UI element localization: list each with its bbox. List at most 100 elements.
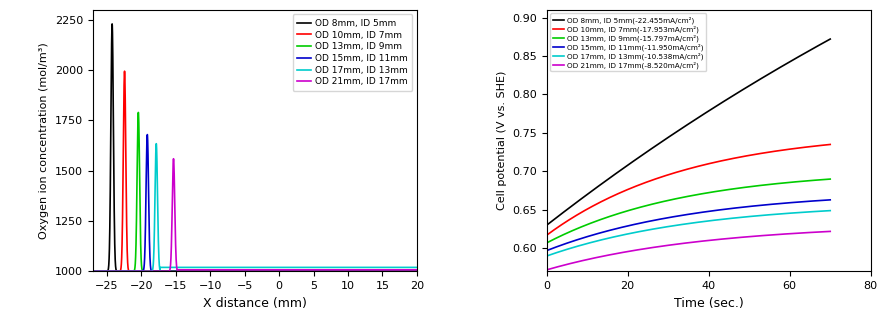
OD 10mm, ID 7mm(-17.953mA/cm²)	[825, 143, 835, 146]
OD 13mm, ID 9mm	[330, 269, 340, 273]
OD 15mm, ID 11mm	[211, 269, 222, 273]
OD 10mm, ID 7mm	[147, 269, 157, 273]
OD 21mm, ID 17mm	[299, 268, 309, 272]
OD 8mm, ID 5mm(-22.455mA/cm²)	[818, 41, 828, 45]
OD 8mm, ID 5mm(-22.455mA/cm²)	[710, 105, 720, 109]
OD 8mm, ID 5mm	[412, 269, 423, 273]
OD 13mm, ID 9mm	[133, 111, 143, 114]
OD 17mm, ID 13mm	[330, 266, 340, 269]
OD 15mm, ID 11mm(-11.950mA/cm²)	[695, 211, 705, 215]
OD 21mm, ID 17mm(-8.520mA/cm²)	[678, 241, 689, 245]
Line: OD 13mm, ID 9mm: OD 13mm, ID 9mm	[93, 112, 417, 271]
OD 17mm, ID 13mm(-10.538mA/cm²)	[695, 220, 705, 224]
OD 13mm, ID 9mm(-15.797mA/cm²)	[678, 195, 689, 199]
OD 10mm, ID 7mm	[299, 269, 309, 273]
OD 10mm, ID 7mm	[412, 269, 423, 273]
OD 15mm, ID 11mm	[88, 269, 98, 273]
OD 17mm, ID 13mm(-10.538mA/cm²)	[818, 209, 828, 213]
Line: OD 8mm, ID 5mm: OD 8mm, ID 5mm	[93, 24, 417, 271]
OD 8mm, ID 5mm	[88, 269, 98, 273]
Line: OD 8mm, ID 5mm(-22.455mA/cm²): OD 8mm, ID 5mm(-22.455mA/cm²)	[546, 39, 830, 225]
OD 8mm, ID 5mm(-22.455mA/cm²)	[678, 126, 689, 129]
OD 15mm, ID 11mm(-11.950mA/cm²)	[541, 249, 552, 252]
OD 10mm, ID 7mm(-17.953mA/cm²)	[678, 168, 689, 172]
OD 13mm, ID 9mm	[299, 269, 309, 273]
OD 13mm, ID 9mm	[282, 269, 293, 273]
OD 13mm, ID 9mm(-15.797mA/cm²)	[774, 181, 784, 185]
OD 21mm, ID 17mm(-8.520mA/cm²)	[695, 239, 705, 243]
Line: OD 17mm, ID 13mm: OD 17mm, ID 13mm	[93, 144, 417, 271]
OD 8mm, ID 5mm(-22.455mA/cm²)	[676, 127, 687, 131]
OD 10mm, ID 7mm(-17.953mA/cm²)	[695, 164, 705, 168]
OD 10mm, ID 7mm	[330, 269, 340, 273]
Line: OD 21mm, ID 17mm: OD 21mm, ID 17mm	[93, 159, 417, 271]
OD 10mm, ID 7mm(-17.953mA/cm²)	[818, 143, 828, 147]
X-axis label: X distance (mm): X distance (mm)	[203, 297, 307, 310]
Line: OD 21mm, ID 17mm(-8.520mA/cm²): OD 21mm, ID 17mm(-8.520mA/cm²)	[546, 232, 830, 270]
OD 21mm, ID 17mm	[211, 268, 222, 272]
OD 17mm, ID 13mm	[211, 266, 222, 269]
Legend: OD 8mm, ID 5mm(-22.455mA/cm²), OD 10mm, ID 7mm(-17.953mA/cm²), OD 13mm, ID 9mm(-: OD 8mm, ID 5mm(-22.455mA/cm²), OD 10mm, …	[550, 13, 706, 71]
OD 13mm, ID 9mm	[211, 269, 222, 273]
Line: OD 15mm, ID 11mm(-11.950mA/cm²): OD 15mm, ID 11mm(-11.950mA/cm²)	[546, 200, 830, 250]
OD 17mm, ID 13mm	[354, 266, 365, 269]
OD 15mm, ID 11mm(-11.950mA/cm²)	[676, 214, 687, 217]
OD 21mm, ID 17mm	[282, 268, 293, 272]
OD 10mm, ID 7mm(-17.953mA/cm²)	[676, 169, 687, 173]
OD 17mm, ID 13mm	[88, 269, 98, 273]
OD 8mm, ID 5mm(-22.455mA/cm²)	[695, 114, 705, 118]
OD 15mm, ID 11mm(-11.950mA/cm²)	[774, 202, 784, 206]
Y-axis label: Cell potential (V vs. SHE): Cell potential (V vs. SHE)	[497, 71, 507, 210]
OD 8mm, ID 5mm	[282, 269, 293, 273]
OD 15mm, ID 11mm	[147, 269, 157, 273]
OD 17mm, ID 13mm(-10.538mA/cm²)	[678, 222, 689, 226]
Line: OD 10mm, ID 7mm: OD 10mm, ID 7mm	[93, 71, 417, 271]
OD 21mm, ID 17mm	[330, 268, 340, 272]
OD 8mm, ID 5mm	[330, 269, 340, 273]
OD 21mm, ID 17mm(-8.520mA/cm²)	[676, 242, 687, 246]
OD 13mm, ID 9mm(-15.797mA/cm²)	[695, 192, 705, 196]
OD 10mm, ID 7mm	[282, 269, 293, 273]
OD 10mm, ID 7mm(-17.953mA/cm²)	[710, 160, 720, 164]
OD 8mm, ID 5mm(-22.455mA/cm²)	[825, 37, 835, 41]
OD 17mm, ID 13mm	[147, 269, 157, 273]
Line: OD 17mm, ID 13mm(-10.538mA/cm²): OD 17mm, ID 13mm(-10.538mA/cm²)	[546, 211, 830, 256]
OD 21mm, ID 17mm	[147, 269, 157, 273]
OD 17mm, ID 13mm	[299, 266, 309, 269]
OD 21mm, ID 17mm(-8.520mA/cm²)	[710, 238, 720, 242]
Line: OD 10mm, ID 7mm(-17.953mA/cm²): OD 10mm, ID 7mm(-17.953mA/cm²)	[546, 145, 830, 235]
Y-axis label: Oxygen ion concentration (mol/m³): Oxygen ion concentration (mol/m³)	[39, 42, 50, 239]
OD 8mm, ID 5mm	[107, 22, 118, 26]
Legend: OD 8mm, ID 5mm, OD 10mm, ID 7mm, OD 13mm, ID 9mm, OD 15mm, ID 11mm, OD 17mm, ID : OD 8mm, ID 5mm, OD 10mm, ID 7mm, OD 13mm…	[293, 14, 413, 91]
OD 13mm, ID 9mm(-15.797mA/cm²)	[541, 241, 552, 245]
OD 15mm, ID 11mm(-11.950mA/cm²)	[678, 213, 689, 217]
OD 21mm, ID 17mm(-8.520mA/cm²)	[774, 232, 784, 236]
OD 21mm, ID 17mm(-8.520mA/cm²)	[818, 230, 828, 234]
OD 21mm, ID 17mm	[168, 157, 179, 161]
OD 8mm, ID 5mm	[211, 269, 222, 273]
OD 15mm, ID 11mm	[330, 269, 340, 273]
OD 13mm, ID 9mm	[147, 269, 157, 273]
OD 8mm, ID 5mm	[354, 269, 365, 273]
OD 13mm, ID 9mm	[354, 269, 365, 273]
OD 13mm, ID 9mm	[88, 269, 98, 273]
OD 10mm, ID 7mm(-17.953mA/cm²)	[774, 149, 784, 153]
OD 17mm, ID 13mm(-10.538mA/cm²)	[774, 212, 784, 216]
OD 15mm, ID 11mm	[142, 133, 153, 137]
OD 17mm, ID 13mm	[412, 266, 423, 269]
OD 15mm, ID 11mm	[282, 269, 293, 273]
Line: OD 15mm, ID 11mm: OD 15mm, ID 11mm	[93, 135, 417, 271]
OD 21mm, ID 17mm	[412, 268, 423, 272]
OD 8mm, ID 5mm(-22.455mA/cm²)	[541, 223, 552, 227]
OD 21mm, ID 17mm(-8.520mA/cm²)	[541, 268, 552, 272]
OD 15mm, ID 11mm	[299, 269, 309, 273]
OD 10mm, ID 7mm(-17.953mA/cm²)	[541, 233, 552, 237]
OD 8mm, ID 5mm(-22.455mA/cm²)	[774, 66, 784, 70]
OD 10mm, ID 7mm	[354, 269, 365, 273]
OD 8mm, ID 5mm	[299, 269, 309, 273]
Line: OD 13mm, ID 9mm(-15.797mA/cm²): OD 13mm, ID 9mm(-15.797mA/cm²)	[546, 179, 830, 243]
OD 21mm, ID 17mm	[88, 269, 98, 273]
OD 10mm, ID 7mm	[211, 269, 222, 273]
OD 21mm, ID 17mm	[354, 268, 365, 272]
OD 13mm, ID 9mm(-15.797mA/cm²)	[825, 177, 835, 181]
